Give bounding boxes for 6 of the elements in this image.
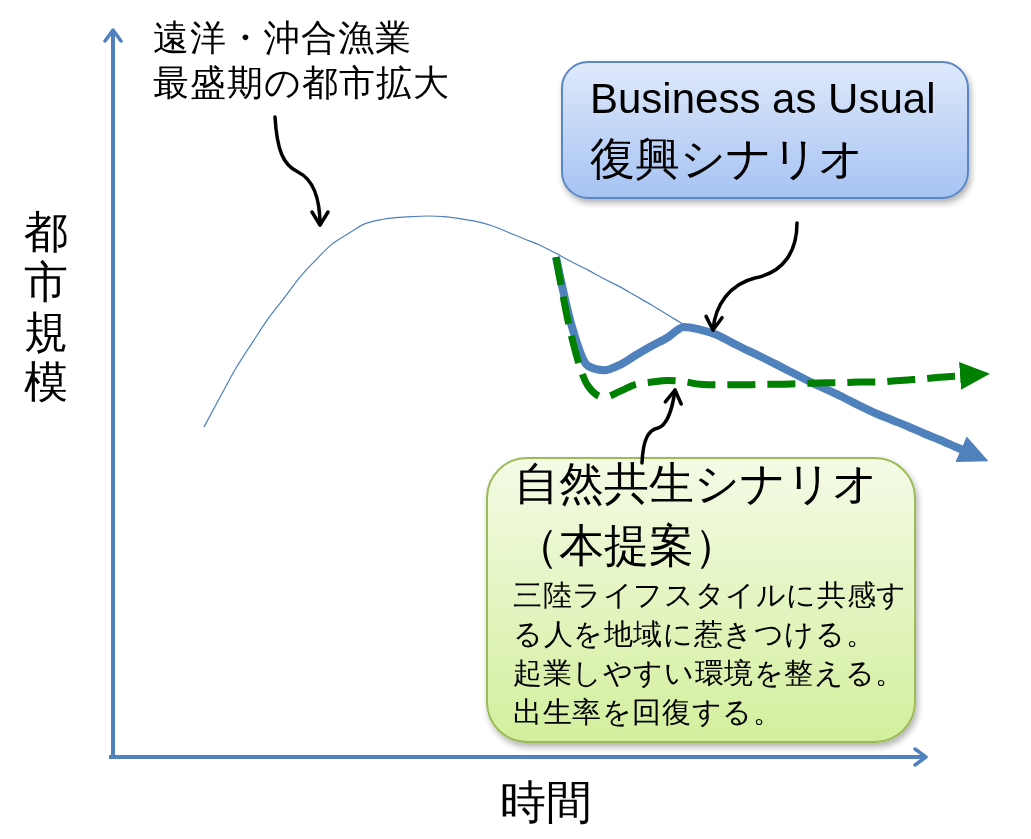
- x-axis-title: 時間: [500, 776, 592, 828]
- text: Business as Usual 復興シナリオ: [590, 75, 936, 184]
- text: 遠洋・沖合漁業最盛期の都市拡大: [153, 17, 450, 103]
- annotation: 自然共生シナリオ（本提案）: [514, 458, 878, 571]
- annotation: 三陸ライフスタイルに共感する人を地域に惹きつける。起業しやすい環境を整える。出生率を回復する。: [513, 579, 907, 728]
- y-axis-title: 都市規模: [24, 207, 68, 406]
